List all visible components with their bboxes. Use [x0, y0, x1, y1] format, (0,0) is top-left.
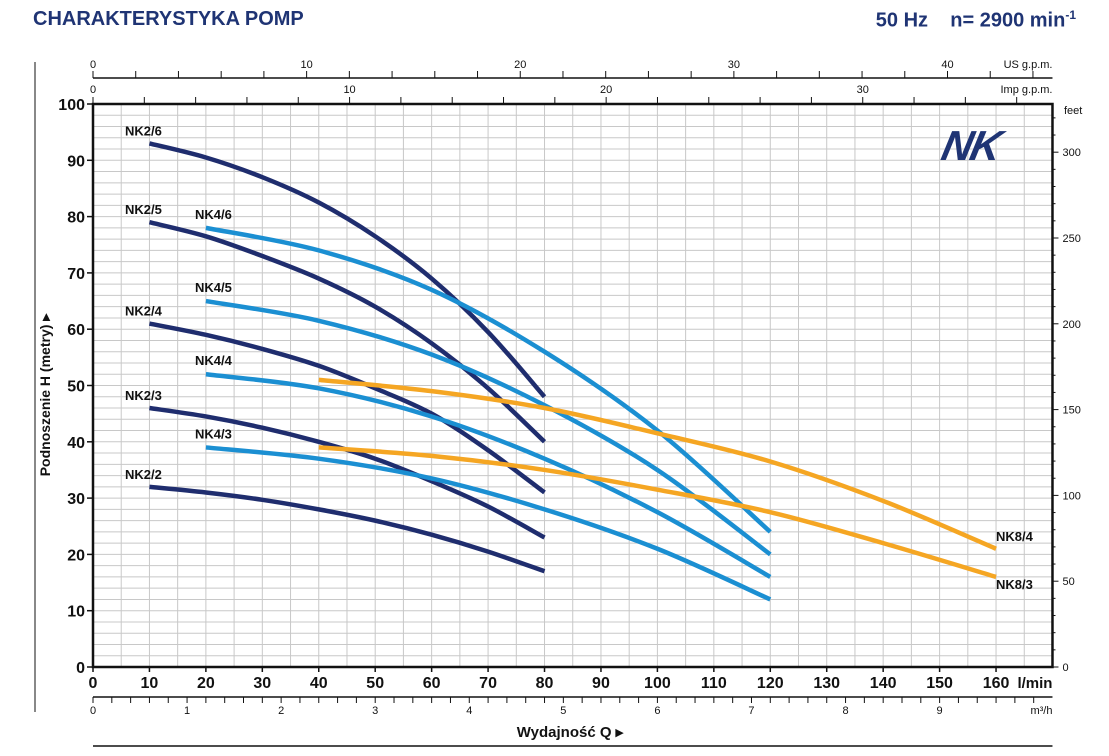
- us-gpm-label: 20: [514, 59, 526, 71]
- curve-nk8-4: [318, 377, 997, 551]
- m3h-label: 6: [654, 705, 660, 717]
- x-tick-label: 0: [89, 675, 98, 692]
- x-axis-title: Wydajność Q ▸: [517, 724, 625, 741]
- m3h-label: 5: [560, 705, 566, 717]
- curve-label: NK2/3: [125, 388, 162, 403]
- curve-label: NK4/4: [195, 353, 233, 368]
- feet-tick-label: 200: [1062, 319, 1080, 331]
- x-tick-label: 140: [870, 675, 897, 692]
- feet-tick-label: 250: [1062, 233, 1080, 245]
- feet-tick-label: 100: [1062, 490, 1080, 502]
- x-tick-label: 150: [926, 675, 953, 692]
- y-tick-label: 20: [67, 547, 85, 564]
- curve-label: NK8/3: [996, 577, 1033, 592]
- x-tick-label: 60: [423, 675, 441, 692]
- x-tick-label: 20: [197, 675, 215, 692]
- curve-label: NK4/6: [195, 207, 232, 222]
- x-tick-label: 70: [479, 675, 497, 692]
- feet-tick-label: 150: [1062, 405, 1080, 417]
- m3h-label: 9: [937, 705, 943, 717]
- page-title: CHARAKTERYSTYKA POMP: [33, 8, 304, 30]
- nk-logo: NK: [938, 122, 1010, 168]
- us-gpm-label: 30: [728, 59, 740, 71]
- x-tick-label: 90: [592, 675, 610, 692]
- curve-label: NK4/5: [195, 280, 232, 295]
- curve-label: NK4/3: [195, 426, 232, 441]
- x-tick-label: 80: [536, 675, 554, 692]
- x-tick-label: 30: [253, 675, 271, 692]
- curve-label: NK2/4: [125, 304, 163, 319]
- y-tick-label: 80: [67, 210, 85, 227]
- speed-exponent: -1: [1065, 8, 1076, 22]
- curve-label: NK2/6: [125, 123, 162, 138]
- curve-nk4-6: [205, 225, 772, 534]
- x-tick-label: 160: [983, 675, 1010, 692]
- y-tick-label: 100: [58, 97, 85, 114]
- y-tick-label: 40: [67, 435, 85, 452]
- curve-label: NK2/5: [125, 202, 162, 217]
- imp-gpm-label: 30: [857, 84, 869, 96]
- m3h-label: 8: [842, 705, 848, 717]
- x-tick-label: 100: [644, 675, 671, 692]
- imp-gpm-unit: Imp g.p.m.: [1001, 84, 1053, 96]
- speed: n= 2900 min: [950, 9, 1066, 32]
- x-tick-label: 120: [757, 675, 784, 692]
- y-tick-label: 50: [67, 379, 85, 396]
- m3h-unit: m³/h: [1030, 705, 1052, 717]
- curve-nk4-3: [205, 445, 772, 602]
- curve-nk4-5: [205, 298, 772, 557]
- y-axis-title: Podnoszenie H (metry) ▸: [37, 313, 53, 477]
- curve-nk4-4: [205, 372, 772, 579]
- m3h-label: 0: [90, 705, 96, 717]
- m3h-label: 7: [748, 705, 754, 717]
- feet-tick-label: 0: [1062, 662, 1068, 674]
- curve-label: NK2/2: [125, 467, 162, 482]
- m3h-label: 1: [184, 705, 190, 717]
- us-gpm-unit: US g.p.m.: [1004, 59, 1053, 71]
- y-tick-label: 0: [76, 660, 85, 677]
- y-tick-label: 70: [67, 266, 85, 283]
- pump-spec: 50 Hz n= 2900 min-1: [876, 8, 1076, 33]
- us-gpm-label: 10: [301, 59, 313, 71]
- curve-label: NK8/4: [996, 529, 1034, 544]
- curve-nk2-6: [148, 141, 547, 399]
- feet-tick-label: 50: [1062, 576, 1074, 588]
- imp-gpm-label: 10: [343, 84, 355, 96]
- x-tick-label: 50: [366, 675, 384, 692]
- m3h-label: 4: [466, 705, 472, 717]
- us-gpm-label: 40: [941, 59, 953, 71]
- x-tick-label: 10: [141, 675, 159, 692]
- frequency: 50 Hz: [875, 9, 929, 32]
- curve-nk2-4: [148, 321, 546, 495]
- curve-nk2-5: [148, 220, 547, 444]
- y-tick-label: 90: [67, 153, 85, 170]
- curve-nk2-2: [149, 484, 546, 574]
- feet-tick-label: 300: [1062, 147, 1080, 159]
- y-tick-label: 60: [67, 322, 85, 339]
- x-axis-unit: l/min: [1017, 675, 1052, 692]
- y-tick-label: 30: [67, 491, 85, 508]
- us-gpm-label: 0: [90, 59, 96, 71]
- x-tick-label: 40: [310, 675, 328, 692]
- imp-gpm-label: 20: [600, 84, 612, 96]
- x-tick-label: 130: [813, 675, 840, 692]
- y-tick-label: 10: [67, 604, 85, 621]
- curve-nk8-3: [318, 445, 997, 580]
- imp-gpm-label: 0: [90, 84, 96, 96]
- m3h-label: 3: [372, 705, 378, 717]
- right-axis-unit: feet: [1064, 105, 1082, 117]
- x-tick-label: 110: [701, 675, 727, 692]
- m3h-label: 2: [278, 705, 284, 717]
